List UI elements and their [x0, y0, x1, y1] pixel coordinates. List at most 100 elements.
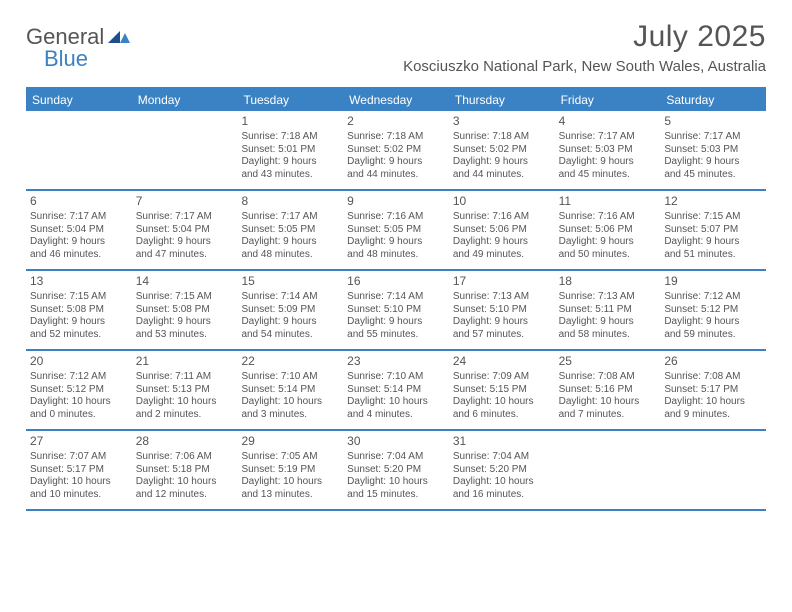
calendar-day: 26 Sunrise: 7:08 AMSunset: 5:17 PMDayligh…	[660, 351, 766, 429]
sunset-text: Sunset: 5:02 PM	[347, 144, 445, 157]
sunrise-text: Sunrise: 7:16 AM	[347, 211, 445, 224]
calendar-day: 1Sunrise: 7:18 AMSunset: 5:01 PMDaylight…	[237, 111, 343, 189]
day-number: 14	[136, 274, 234, 289]
day-number: 17	[453, 274, 551, 289]
calendar-week: 13Sunrise: 7:15 AMSunset: 5:08 PMDayligh…	[26, 271, 766, 351]
calendar-day: 13Sunrise: 7:15 AMSunset: 5:08 PMDayligh…	[26, 271, 132, 349]
daylight-text: and 49 minutes.	[453, 249, 551, 262]
day-number: 30	[347, 434, 445, 449]
sunrise-text: Sunrise: 7:11 AM	[136, 371, 234, 384]
calendar-day: 28Sunrise: 7:06 AMSunset: 5:18 PMDayligh…	[132, 431, 238, 509]
day-number: 12	[664, 194, 762, 209]
sunset-text: Sunset: 5:02 PM	[453, 144, 551, 157]
daylight-text: and 54 minutes.	[241, 329, 339, 342]
calendar-day: 29Sunrise: 7:05 AMSunset: 5:19 PMDayligh…	[237, 431, 343, 509]
sunrise-text: Sunrise: 7:18 AM	[241, 131, 339, 144]
sunrise-text: Sunrise: 7:10 AM	[347, 371, 445, 384]
daylight-text: Daylight: 9 hours	[559, 236, 657, 249]
sunrise-text: Sunrise: 7:17 AM	[136, 211, 234, 224]
sunset-text: Sunset: 5:17 PM	[664, 384, 762, 397]
sunset-text: Sunset: 5:14 PM	[347, 384, 445, 397]
daylight-text: and 47 minutes.	[136, 249, 234, 262]
day-number: 27	[30, 434, 128, 449]
dow-header: Saturday	[660, 89, 766, 111]
daylight-text: and 51 minutes.	[664, 249, 762, 262]
sunset-text: Sunset: 5:20 PM	[347, 464, 445, 477]
daylight-text: and 44 minutes.	[453, 169, 551, 182]
sunset-text: Sunset: 5:12 PM	[30, 384, 128, 397]
sunrise-text: Sunrise: 7:17 AM	[241, 211, 339, 224]
calendar-day: 25Sunrise: 7:08 AMSunset: 5:16 PMDayligh…	[555, 351, 661, 429]
daylight-text: Daylight: 9 hours	[241, 156, 339, 169]
day-number: 19	[664, 274, 762, 289]
daylight-text: and 45 minutes.	[664, 169, 762, 182]
day-number: 23	[347, 354, 445, 369]
sunset-text: Sunset: 5:06 PM	[559, 224, 657, 237]
daylight-text: Daylight: 9 hours	[347, 236, 445, 249]
daylight-text: Daylight: 9 hours	[453, 236, 551, 249]
brand-mark-icon	[108, 27, 130, 48]
day-number: 1	[241, 114, 339, 129]
sunrise-text: Sunrise: 7:14 AM	[241, 291, 339, 304]
daylight-text: and 46 minutes.	[30, 249, 128, 262]
calendar-week: 1Sunrise: 7:18 AMSunset: 5:01 PMDaylight…	[26, 111, 766, 191]
daylight-text: Daylight: 10 hours	[136, 476, 234, 489]
calendar-day-empty	[132, 111, 238, 189]
daylight-text: and 48 minutes.	[241, 249, 339, 262]
sunrise-text: Sunrise: 7:17 AM	[30, 211, 128, 224]
dow-header: Friday	[555, 89, 661, 111]
sunset-text: Sunset: 5:05 PM	[347, 224, 445, 237]
daylight-text: Daylight: 10 hours	[241, 396, 339, 409]
daylight-text: Daylight: 9 hours	[664, 236, 762, 249]
daylight-text: Daylight: 10 hours	[664, 396, 762, 409]
day-number: 11	[559, 194, 657, 209]
daylight-text: and 0 minutes.	[30, 409, 128, 422]
calendar-day: 15Sunrise: 7:14 AMSunset: 5:09 PMDayligh…	[237, 271, 343, 349]
day-number: 26	[664, 354, 762, 369]
calendar-day: 7Sunrise: 7:17 AMSunset: 5:04 PMDaylight…	[132, 191, 238, 269]
sunset-text: Sunset: 5:19 PM	[241, 464, 339, 477]
sunset-text: Sunset: 5:17 PM	[30, 464, 128, 477]
daylight-text: Daylight: 9 hours	[347, 316, 445, 329]
daylight-text: and 50 minutes.	[559, 249, 657, 262]
calendar-day: 10Sunrise: 7:16 AMSunset: 5:06 PMDayligh…	[449, 191, 555, 269]
calendar-day-empty	[555, 431, 661, 509]
sunset-text: Sunset: 5:04 PM	[136, 224, 234, 237]
day-number: 8	[241, 194, 339, 209]
day-number: 24	[453, 354, 551, 369]
daylight-text: Daylight: 9 hours	[136, 236, 234, 249]
day-number: 20	[30, 354, 128, 369]
day-number: 6	[30, 194, 128, 209]
sunset-text: Sunset: 5:16 PM	[559, 384, 657, 397]
calendar-day: 14Sunrise: 7:15 AMSunset: 5:08 PMDayligh…	[132, 271, 238, 349]
sunrise-text: Sunrise: 7:18 AM	[453, 131, 551, 144]
sunrise-text: Sunrise: 7:17 AM	[664, 131, 762, 144]
calendar-day: 22Sunrise: 7:10 AMSunset: 5:14 PMDayligh…	[237, 351, 343, 429]
sunrise-text: Sunrise: 7:08 AM	[664, 371, 762, 384]
calendar-day: 5Sunrise: 7:17 AMSunset: 5:03 PMDaylight…	[660, 111, 766, 189]
daylight-text: and 9 minutes.	[664, 409, 762, 422]
day-number: 28	[136, 434, 234, 449]
calendar-day: 2Sunrise: 7:18 AMSunset: 5:02 PMDaylight…	[343, 111, 449, 189]
dow-header: Wednesday	[343, 89, 449, 111]
daylight-text: Daylight: 9 hours	[664, 316, 762, 329]
daylight-text: and 16 minutes.	[453, 489, 551, 502]
day-number: 22	[241, 354, 339, 369]
day-number: 18	[559, 274, 657, 289]
page-header: July 2025 Kosciuszko National Park, New …	[26, 20, 766, 75]
sunrise-text: Sunrise: 7:18 AM	[347, 131, 445, 144]
sunset-text: Sunset: 5:18 PM	[136, 464, 234, 477]
daylight-text: and 13 minutes.	[241, 489, 339, 502]
sunset-text: Sunset: 5:10 PM	[347, 304, 445, 317]
daylight-text: and 59 minutes.	[664, 329, 762, 342]
calendar-day: 23Sunrise: 7:10 AMSunset: 5:14 PMDayligh…	[343, 351, 449, 429]
sunrise-text: Sunrise: 7:16 AM	[453, 211, 551, 224]
sunrise-text: Sunrise: 7:09 AM	[453, 371, 551, 384]
daylight-text: and 12 minutes.	[136, 489, 234, 502]
calendar-day: 12Sunrise: 7:15 AMSunset: 5:07 PMDayligh…	[660, 191, 766, 269]
month-title: July 2025	[26, 20, 766, 54]
sunrise-text: Sunrise: 7:04 AM	[453, 451, 551, 464]
calendar-day: 21Sunrise: 7:11 AMSunset: 5:13 PMDayligh…	[132, 351, 238, 429]
daylight-text: and 58 minutes.	[559, 329, 657, 342]
daylight-text: and 53 minutes.	[136, 329, 234, 342]
